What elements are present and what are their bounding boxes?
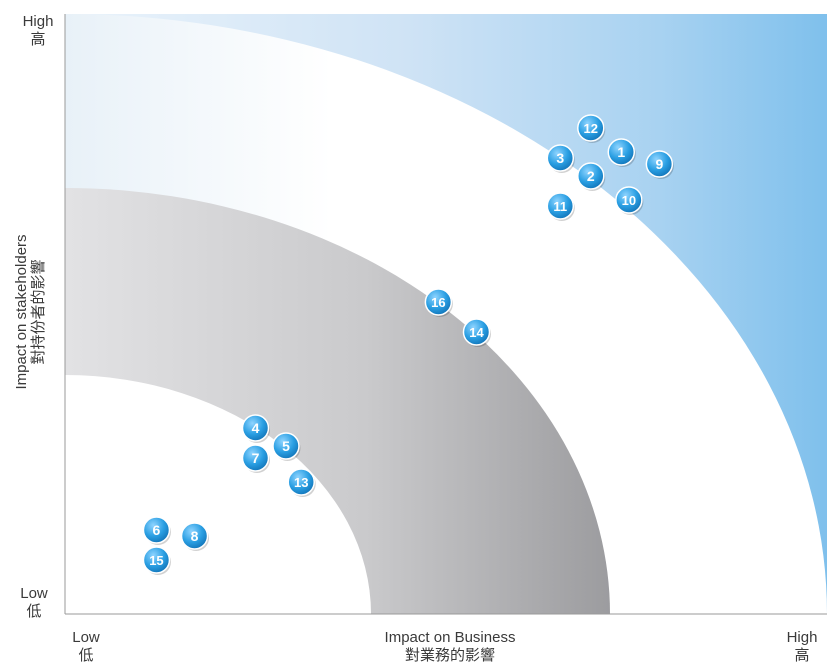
data-point-10: 10 xyxy=(615,186,644,215)
data-point-label: 14 xyxy=(469,325,484,340)
data-point-marker xyxy=(577,114,605,142)
data-point-marker xyxy=(272,432,300,460)
data-point-15: 15 xyxy=(142,546,171,575)
data-point-marker xyxy=(241,414,270,442)
data-point-label: 12 xyxy=(584,121,598,136)
data-point-marker xyxy=(287,468,315,496)
data-point-7: 7 xyxy=(241,444,270,473)
y-tick-high-en: High xyxy=(22,13,54,30)
x-tick-high: High 高 xyxy=(780,629,824,665)
x-axis-label: Impact on Business 對業務的影響 xyxy=(340,629,560,665)
data-point-marker xyxy=(615,186,643,214)
data-point-label: 7 xyxy=(252,450,260,466)
data-point-6: 6 xyxy=(142,516,171,545)
data-point-label: 13 xyxy=(294,475,308,490)
data-point-3: 3 xyxy=(546,144,575,173)
data-point-marker xyxy=(607,138,636,166)
x-tick-low: Low 低 xyxy=(66,629,106,665)
x-axis-label-en: Impact on Business xyxy=(384,629,516,646)
y-tick-low-en: Low xyxy=(20,585,48,602)
x-tick-low-zh: 低 xyxy=(78,647,94,664)
data-point-marker xyxy=(424,288,453,316)
data-point-marker xyxy=(546,144,575,172)
y-axis-label-zh: 對持份者的影響 xyxy=(30,259,47,365)
y-tick-high-zh: 高 xyxy=(30,31,46,48)
data-point-marker xyxy=(577,162,605,190)
x-tick-high-zh: 高 xyxy=(794,647,810,664)
data-point-marker xyxy=(241,444,270,472)
data-point-2: 2 xyxy=(577,162,606,191)
x-tick-low-en: Low xyxy=(72,629,100,646)
data-point-label: 8 xyxy=(191,528,199,544)
data-point-label: 2 xyxy=(587,168,595,184)
data-point-label: 6 xyxy=(153,522,161,538)
data-point-5: 5 xyxy=(272,432,301,461)
y-tick-low: Low 低 xyxy=(14,585,54,621)
data-point-label: 16 xyxy=(431,295,445,310)
data-point-label: 11 xyxy=(553,199,567,214)
y-axis-label: Impact on stakeholders 對持份者的影響 xyxy=(8,0,52,665)
data-point-label: 1 xyxy=(617,144,625,160)
data-point-16: 16 xyxy=(424,288,453,317)
zone-low-core xyxy=(65,375,371,614)
data-point-8: 8 xyxy=(180,522,210,551)
y-axis-label-en: Impact on stakeholders xyxy=(13,234,30,390)
data-point-marker xyxy=(142,516,171,544)
data-point-1: 1 xyxy=(607,138,636,167)
x-tick-high-en: High xyxy=(786,629,818,646)
data-point-label: 10 xyxy=(622,193,636,208)
data-point-label: 5 xyxy=(282,438,290,454)
data-point-label: 3 xyxy=(556,150,564,166)
data-point-marker xyxy=(142,546,171,574)
data-point-marker xyxy=(462,318,491,346)
data-point-13: 13 xyxy=(287,468,316,497)
data-point-9: 9 xyxy=(645,150,674,179)
data-point-12: 12 xyxy=(577,114,606,143)
y-tick-high: High 高 xyxy=(18,13,58,49)
data-point-marker xyxy=(645,150,674,178)
data-point-marker xyxy=(546,192,575,220)
y-tick-low-zh: 低 xyxy=(26,603,42,620)
data-point-label: 9 xyxy=(655,156,663,172)
x-axis-label-zh: 對業務的影響 xyxy=(404,647,495,664)
data-point-marker xyxy=(180,522,209,550)
data-point-label: 4 xyxy=(252,420,260,436)
data-point-14: 14 xyxy=(462,318,491,347)
data-point-11: 11 xyxy=(546,192,575,221)
data-point-4: 4 xyxy=(241,414,270,443)
data-point-label: 15 xyxy=(149,553,163,568)
